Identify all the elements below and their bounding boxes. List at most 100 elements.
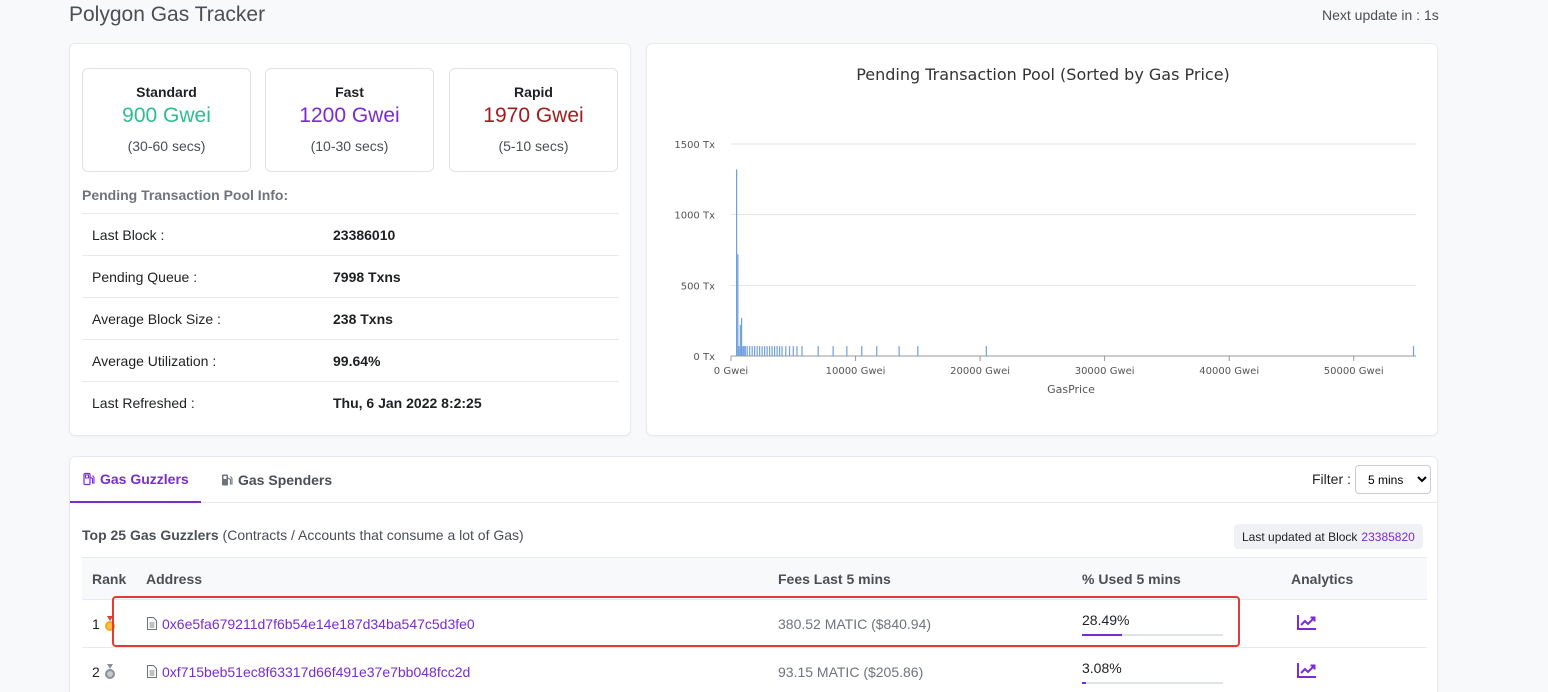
chart-bar — [754, 346, 756, 356]
chart-bar — [736, 169, 738, 356]
chart-bar — [759, 346, 761, 356]
fast-price: 1200 Gwei — [299, 104, 400, 127]
chart-bar — [801, 346, 803, 356]
pct-used-cell: 3.08% — [1082, 660, 1291, 684]
tab-gas-guzzlers-label: Gas Guzzlers — [100, 471, 189, 487]
rank-number: 2 — [92, 663, 100, 680]
chart-bar — [771, 346, 773, 356]
y-tick-label: 500 Tx — [681, 281, 715, 292]
y-tick-label: 1500 Tx — [674, 140, 715, 151]
chart-bar — [985, 346, 987, 356]
guzzlers-table: Rank Address Fees Last 5 mins % Used 5 m… — [82, 557, 1427, 692]
tab-gas-guzzlers[interactable]: Gas Guzzlers — [70, 457, 201, 503]
tab-gas-spenders-label: Gas Spenders — [238, 472, 333, 488]
rapid-label: Rapid — [514, 84, 553, 100]
chart-title: Pending Transaction Pool (Sorted by Gas … — [856, 65, 1230, 84]
chart-bar — [817, 346, 819, 356]
last-updated-label: Last updated at Block — [1242, 529, 1358, 544]
last-updated-block-link[interactable]: 23385820 — [1361, 529, 1415, 544]
tab-bar: Gas Guzzlers Gas Spenders Filter : 5 min… — [70, 457, 1437, 503]
rapid-gas-box: Rapid 1970 Gwei (5-10 secs) — [449, 68, 618, 172]
chart-bar — [898, 346, 900, 356]
col-header-analytics: Analytics — [1291, 570, 1354, 587]
chart-bar — [792, 346, 794, 356]
standard-gas-box: Standard 900 Gwei (30-60 secs) — [82, 68, 251, 172]
gas-guzzlers-card: Gas Guzzlers Gas Spenders Filter : 5 min… — [69, 456, 1438, 692]
pct-used-fill — [1082, 681, 1087, 684]
info-value: 99.64% — [333, 352, 381, 369]
info-value: Thu, 6 Jan 2022 8:2:25 — [333, 394, 482, 411]
info-row-pending-queue: Pending Queue : 7998 Txns — [82, 255, 619, 297]
x-tick-label: 10000 Gwei — [826, 366, 886, 377]
chart-bar — [744, 346, 746, 356]
fast-label: Fast — [335, 84, 364, 100]
rapid-price: 1970 Gwei — [483, 104, 584, 127]
fees-cell: 93.15 MATIC ($205.86) — [778, 663, 924, 680]
address-link[interactable]: 0x6e5fa679211d7f6b54e14e187d34ba547c5d3f… — [162, 615, 475, 632]
analytics-cell — [1291, 662, 1427, 681]
contract-file-icon — [147, 665, 157, 678]
chart-bar — [766, 346, 768, 356]
address-cell: 0x6e5fa679211d7f6b54e14e187d34ba547c5d3f… — [146, 616, 778, 632]
x-tick-label: 30000 Gwei — [1075, 366, 1135, 377]
filter-select[interactable]: 5 mins — [1355, 465, 1431, 494]
chart-bar — [739, 324, 741, 356]
pct-used-bar — [1082, 633, 1223, 636]
chart-bar — [756, 346, 758, 356]
silver-medal-icon — [104, 663, 115, 679]
pct-used-text: 28.49% — [1082, 611, 1130, 628]
analytics-chart-icon[interactable] — [1297, 614, 1317, 630]
info-row-avg-utilization: Average Utilization : 99.64% — [82, 339, 619, 381]
pct-used-wrap: 3.08% — [1082, 660, 1223, 684]
table-row: 2 0xf715beb51ec8f63317d66f491e37e7bb048f… — [82, 648, 1427, 692]
standard-label: Standard — [136, 84, 197, 100]
col-header-fees: Fees Last 5 mins — [778, 570, 891, 587]
address-link[interactable]: 0xf715beb51ec8f63317d66f491e37e7bb048fcc… — [162, 663, 471, 680]
standard-time: (30-60 secs) — [127, 138, 206, 154]
pending-pool-chart: Pending Transaction Pool (Sorted by Gas … — [674, 65, 1416, 396]
chart-bar — [917, 346, 919, 356]
chart-bar — [796, 346, 798, 356]
chart-bar — [737, 254, 739, 356]
table-row: 1 0x6e5fa679211d7f6b54e14e187d34ba547c5d… — [82, 600, 1427, 648]
rank-cell: 2 — [82, 663, 146, 680]
rank-number: 1 — [92, 615, 100, 632]
y-tick-label: 0 Tx — [693, 352, 715, 363]
info-row-last-refreshed: Last Refreshed : Thu, 6 Jan 2022 8:2:25 — [82, 381, 619, 423]
col-header-address: Address — [146, 570, 203, 587]
chart-bar — [764, 346, 766, 356]
guzzlers-title: Top 25 Gas Guzzlers (Contracts / Account… — [82, 527, 524, 543]
tab-gas-spenders[interactable]: Gas Spenders — [220, 457, 332, 503]
pool-info-title: Pending Transaction Pool Info: — [82, 187, 289, 203]
info-value: 7998 Txns — [333, 268, 401, 285]
col-header-rank: Rank — [92, 570, 127, 587]
info-key: Average Block Size : — [92, 310, 221, 327]
info-key: Pending Queue : — [92, 268, 198, 285]
chart-bar — [785, 346, 787, 356]
col-header-pct-used: % Used 5 mins — [1082, 570, 1181, 587]
rank-cell: 1 — [82, 615, 146, 632]
pct-used-bar — [1082, 681, 1223, 684]
fuel-pump-icon — [83, 472, 95, 486]
guzzlers-title-bold: Top 25 Gas Guzzlers — [82, 527, 219, 543]
info-value: 238 Txns — [333, 310, 393, 327]
address-cell: 0xf715beb51ec8f63317d66f491e37e7bb048fcc… — [146, 664, 778, 680]
chart-bar — [778, 346, 781, 356]
chart-bar — [861, 346, 863, 356]
fuel-pump-icon — [222, 474, 233, 486]
pool-info-table: Last Block : 23386010 Pending Queue : 79… — [82, 213, 619, 423]
chart-bar — [773, 346, 776, 356]
gas-info-card: Standard 900 Gwei (30-60 secs) Fast 1200… — [69, 43, 631, 436]
last-updated-badge: Last updated at Block 23385820 — [1234, 524, 1423, 549]
next-update-text: Next update in : 1s — [1322, 7, 1439, 23]
standard-price: 900 Gwei — [122, 104, 211, 127]
chart-bar — [769, 346, 771, 356]
fast-gas-box: Fast 1200 Gwei (10-30 secs) — [265, 68, 434, 172]
fees-cell: 380.52 MATIC ($840.94) — [778, 615, 932, 632]
chart-bar — [746, 346, 748, 356]
chart-bar — [740, 317, 743, 356]
chart-bar — [1412, 346, 1415, 356]
chart-bar — [749, 346, 751, 356]
analytics-chart-icon[interactable] — [1297, 662, 1317, 678]
chart-bar — [788, 346, 791, 356]
